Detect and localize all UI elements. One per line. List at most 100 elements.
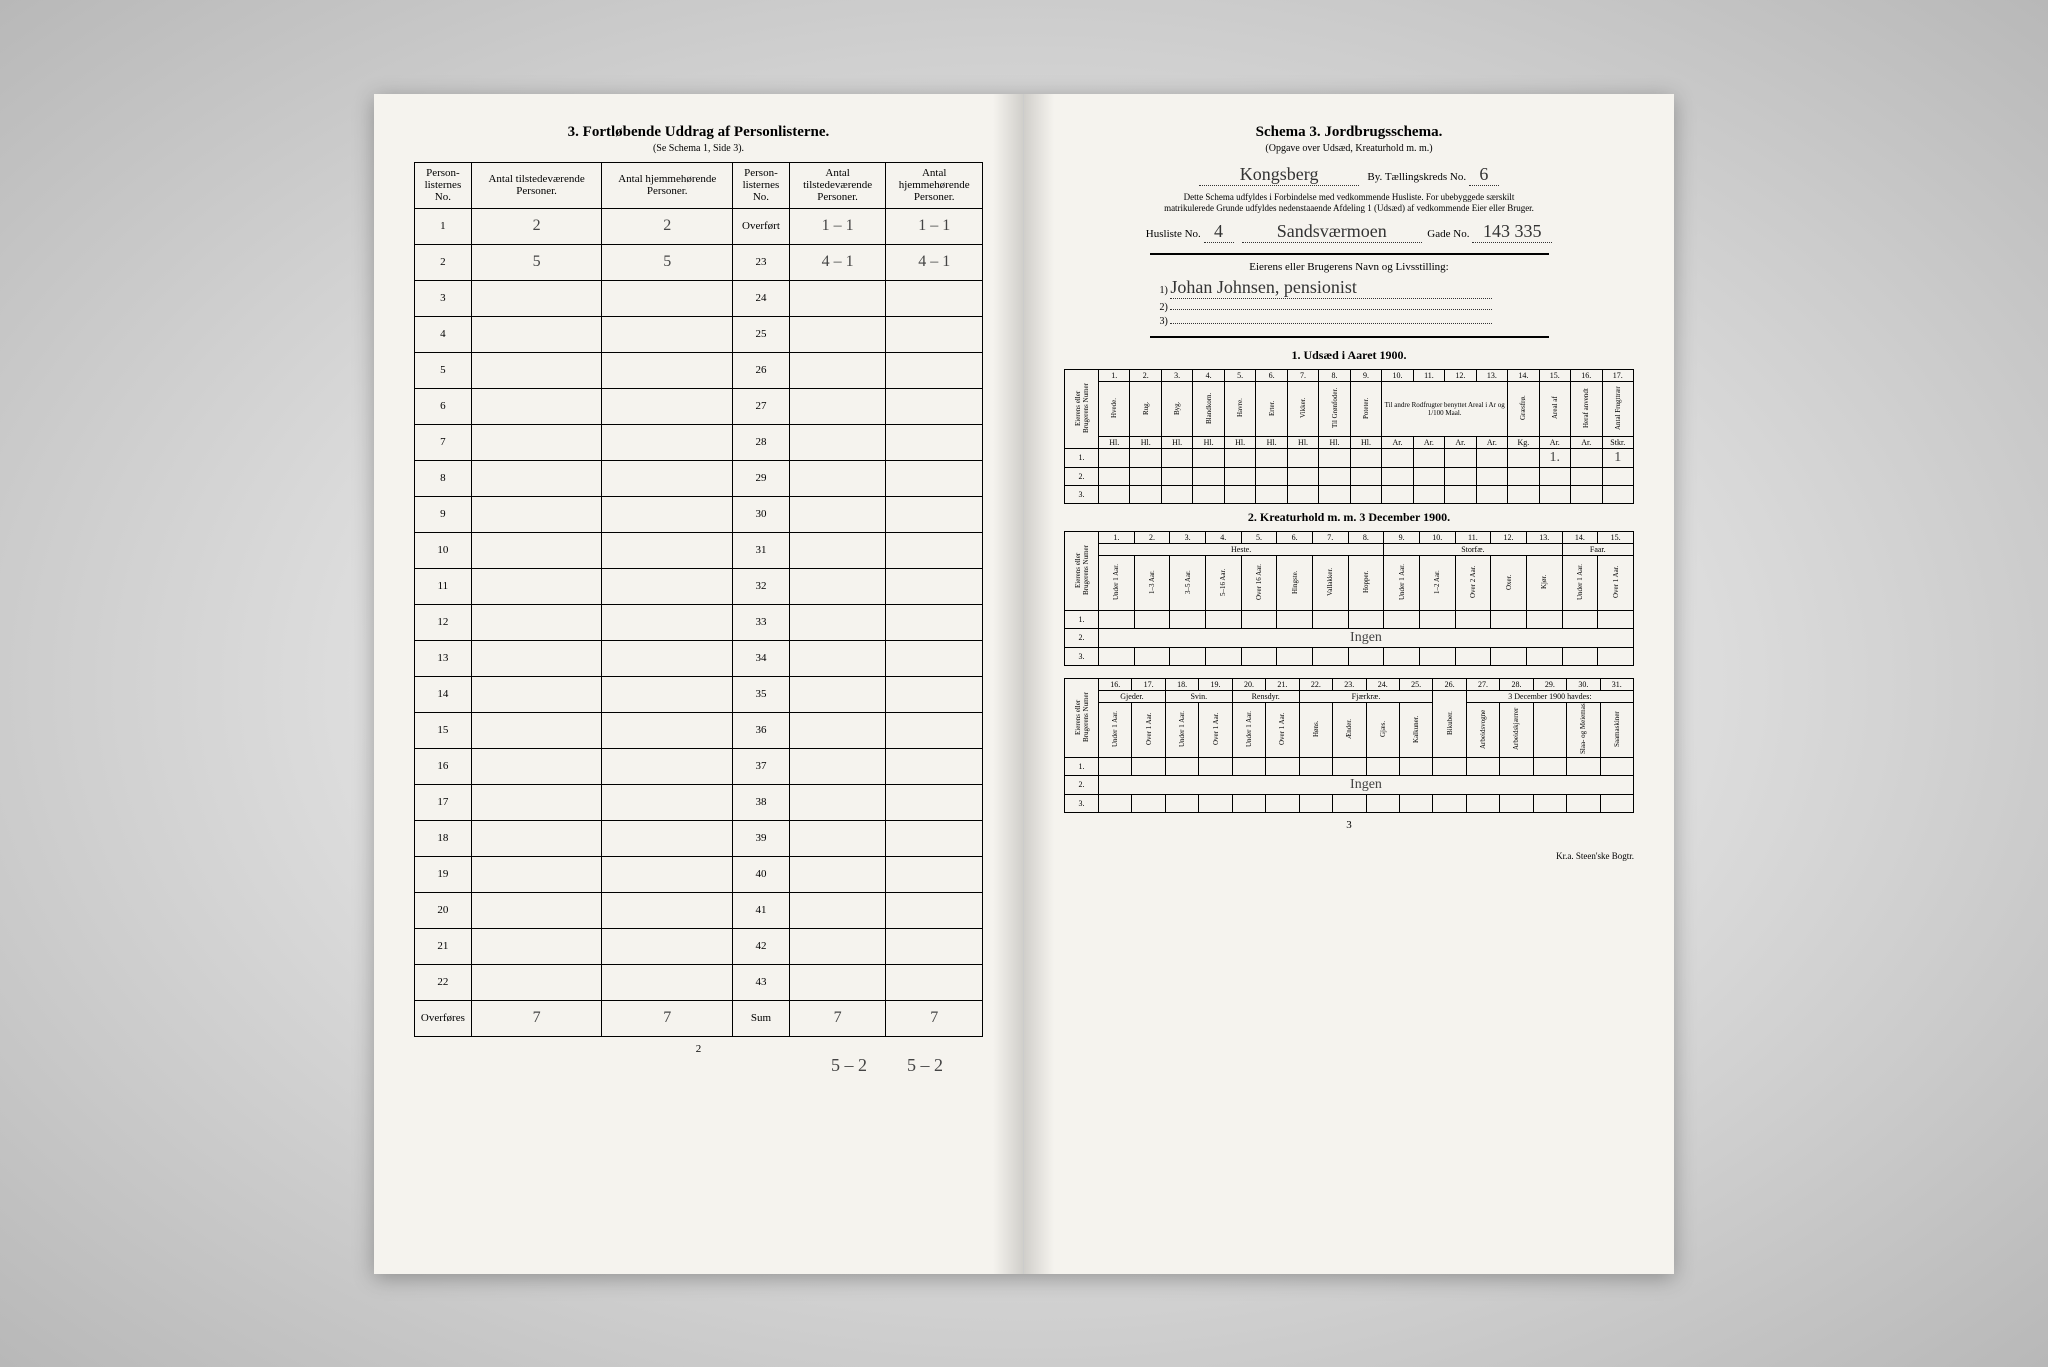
below-b: 5 – 2	[907, 1055, 943, 1076]
printer-mark: Kr.a. Steen'ske Bogtr.	[1064, 851, 1634, 861]
row-num: 42	[733, 928, 790, 964]
cell	[471, 928, 602, 964]
cell: 1 – 1	[886, 208, 983, 244]
cell	[789, 568, 886, 604]
owner-2	[1170, 309, 1492, 310]
cell	[886, 568, 983, 604]
cell	[471, 388, 602, 424]
cell: 4 – 1	[789, 244, 886, 280]
below-sums: 5 – 2 5 – 2	[414, 1055, 983, 1076]
cell	[602, 280, 733, 316]
row-num: 18	[415, 820, 472, 856]
cell	[471, 280, 602, 316]
cell: 2	[471, 208, 602, 244]
row-num: 26	[733, 352, 790, 388]
section1-title: 1. Udsæd i Aaret 1900.	[1064, 348, 1634, 363]
cell	[886, 604, 983, 640]
city-row: Kongsberg By. Tællingskreds No. 6	[1064, 164, 1634, 186]
cell	[886, 820, 983, 856]
row-num: 28	[733, 424, 790, 460]
cell	[602, 352, 733, 388]
col-header: Antal hjemmehørende Personer.	[886, 162, 983, 208]
cell: 5	[471, 244, 602, 280]
cell	[886, 712, 983, 748]
city-label: By. Tællingskreds No.	[1367, 171, 1466, 183]
cell	[886, 280, 983, 316]
row-num: 1	[415, 208, 472, 244]
row-num: 11	[415, 568, 472, 604]
cell	[602, 820, 733, 856]
cell	[886, 388, 983, 424]
row-num: 15	[415, 712, 472, 748]
cell	[471, 856, 602, 892]
row-num: 31	[733, 532, 790, 568]
cell	[886, 784, 983, 820]
cell	[602, 496, 733, 532]
cell	[789, 676, 886, 712]
cell	[789, 280, 886, 316]
cell	[471, 316, 602, 352]
cell	[886, 748, 983, 784]
gade-no: 143 335	[1472, 221, 1552, 243]
cell	[789, 820, 886, 856]
row-num: 33	[733, 604, 790, 640]
col-header: Antal tilstedeværende Personer.	[471, 162, 602, 208]
col-header: Person- listernes No.	[415, 162, 472, 208]
cell	[602, 424, 733, 460]
cell	[886, 316, 983, 352]
gade-label: Gade No.	[1427, 228, 1469, 240]
cell	[789, 784, 886, 820]
cell	[789, 388, 886, 424]
cell	[471, 964, 602, 1000]
owner-3	[1170, 323, 1492, 324]
cell	[471, 640, 602, 676]
cell	[602, 676, 733, 712]
cell	[471, 352, 602, 388]
owner-box: Eierens eller Brugerens Navn og Livsstil…	[1150, 253, 1549, 338]
left-page: 3. Fortløbende Uddrag af Personlisterne.…	[374, 94, 1024, 1274]
cell	[471, 424, 602, 460]
cell	[471, 496, 602, 532]
cell: 2	[602, 208, 733, 244]
cell	[471, 568, 602, 604]
cell	[886, 676, 983, 712]
row-num: 4	[415, 316, 472, 352]
row-num: 23	[733, 244, 790, 280]
row-num: 17	[415, 784, 472, 820]
right-subtitle: (Opgave over Udsæd, Kreaturhold m. m.)	[1064, 143, 1634, 154]
col-header: Person- listernes No.	[733, 162, 790, 208]
cell: 7	[602, 1000, 733, 1036]
cell	[886, 352, 983, 388]
cell	[789, 712, 886, 748]
cell	[886, 892, 983, 928]
kreatur-table-b: Eierens ellerBrugerens Numer16.17.18.19.…	[1064, 678, 1634, 813]
row-num: 29	[733, 460, 790, 496]
owner-1: Johan Johnsen, pensionist	[1170, 277, 1492, 299]
owner-title: Eierens eller Brugerens Navn og Livsstil…	[1160, 261, 1539, 273]
cell	[789, 640, 886, 676]
husliste-row: Husliste No. 4 Sandsværmoen Gade No. 143…	[1064, 221, 1634, 243]
row-num: 8	[415, 460, 472, 496]
cell: 4 – 1	[886, 244, 983, 280]
husliste-label: Husliste No.	[1146, 228, 1201, 240]
row-num: 38	[733, 784, 790, 820]
row-num: 3	[415, 280, 472, 316]
row-num: Overført	[733, 208, 790, 244]
cell	[789, 316, 886, 352]
cell	[789, 424, 886, 460]
cell: 7	[789, 1000, 886, 1036]
cell	[886, 856, 983, 892]
row-num: 19	[415, 856, 472, 892]
cell	[789, 892, 886, 928]
cell: 7	[471, 1000, 602, 1036]
cell	[602, 892, 733, 928]
cell	[886, 928, 983, 964]
row-num: 6	[415, 388, 472, 424]
cell	[471, 748, 602, 784]
cell	[789, 604, 886, 640]
overfores-label: Overføres	[415, 1000, 472, 1036]
cell	[886, 532, 983, 568]
cell	[471, 604, 602, 640]
cell: 7	[886, 1000, 983, 1036]
cell	[602, 712, 733, 748]
